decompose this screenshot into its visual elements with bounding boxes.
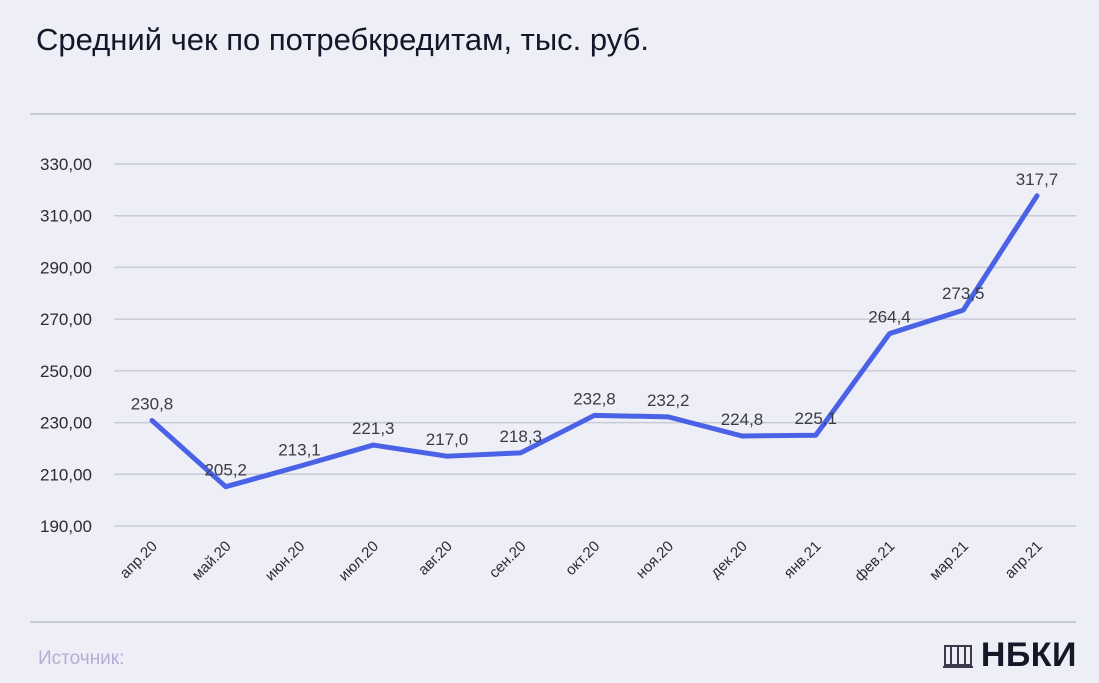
data-label: 230,8 — [131, 395, 174, 414]
x-axis-ticks: апр.20 май.20 июн.20 июл.20 авг.20 сен.20 окт.… — [117, 538, 1046, 585]
x-tick-label: авг.20 — [415, 538, 456, 579]
y-tick-label: 190,00 — [40, 517, 92, 536]
chart-title: Средний чек по потребкредитам, тыс. руб. — [36, 22, 649, 57]
x-tick-label: апр.20 — [117, 538, 161, 582]
data-label: 218,3 — [499, 427, 542, 446]
x-tick-label: май.20 — [189, 538, 235, 584]
x-tick-label: ноя.20 — [633, 538, 677, 582]
source-label: Источник: — [38, 648, 125, 669]
data-label: 273,5 — [942, 284, 985, 303]
y-tick-label: 210,00 — [40, 465, 92, 484]
y-axis-ticks: 190,00 210,00 230,00 250,00 270,00 290,00 310,… — [40, 155, 92, 536]
y-tick-label: 230,00 — [40, 414, 92, 433]
book-icon — [942, 644, 973, 668]
data-label: 224,8 — [721, 410, 764, 429]
y-tick-label: 330,00 — [40, 155, 92, 174]
data-label: 205,2 — [204, 461, 247, 480]
brand-logo: НБКИ — [942, 636, 1077, 675]
x-tick-label: сен.20 — [486, 538, 530, 582]
data-label: 213,1 — [278, 440, 321, 459]
data-label: 225,1 — [794, 409, 837, 428]
data-label: 217,0 — [426, 430, 469, 449]
y-tick-label: 290,00 — [40, 258, 92, 277]
x-tick-label: мар.21 — [926, 538, 972, 584]
series-line-layer — [149, 193, 1040, 490]
data-label: 221,3 — [352, 419, 395, 438]
x-tick-label: июл.20 — [335, 538, 382, 585]
x-tick-label: окт.20 — [562, 538, 603, 579]
grid-lines — [114, 163, 1076, 527]
data-label: 317,7 — [1016, 170, 1059, 189]
data-label: 232,2 — [647, 391, 690, 410]
y-tick-label: 310,00 — [40, 207, 92, 226]
data-label: 232,8 — [573, 389, 616, 408]
y-tick-label: 250,00 — [40, 362, 92, 381]
bottom-divider — [30, 621, 1076, 623]
x-tick-label: июн.20 — [262, 538, 309, 585]
x-tick-label: дек.20 — [707, 538, 750, 581]
x-tick-label: фев.21 — [851, 538, 898, 585]
x-tick-label: янв.21 — [781, 538, 825, 582]
brand-name: НБКИ — [980, 636, 1077, 674]
top-divider — [30, 113, 1076, 115]
x-tick-label: апр.21 — [1002, 538, 1046, 582]
data-label: 264,4 — [868, 308, 911, 327]
y-tick-label: 270,00 — [40, 310, 92, 329]
series-line — [149, 193, 1040, 490]
data-labels: 230,8 205,2 213,1 221,3 217,0 218,3 232,8 232,2… — [131, 170, 1059, 480]
